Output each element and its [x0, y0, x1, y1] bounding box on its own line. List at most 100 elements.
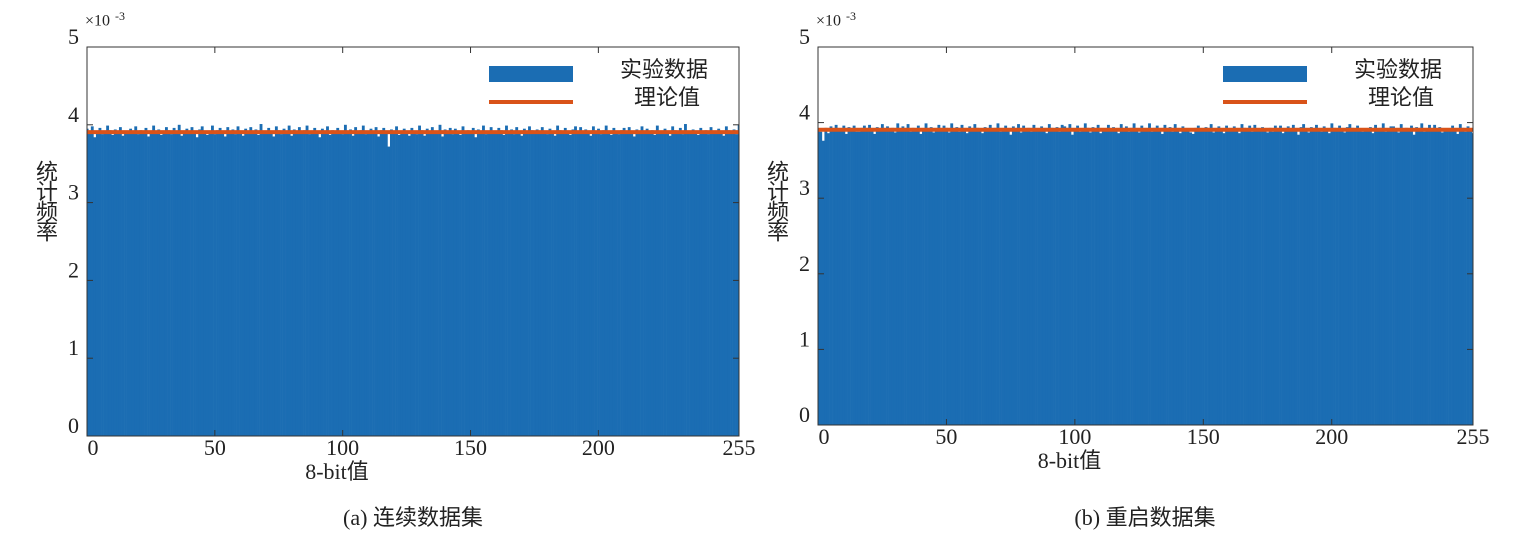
x-tick-label: 255: [1457, 424, 1490, 449]
bar: [136, 134, 140, 436]
bar: [1047, 124, 1051, 425]
bar: [482, 125, 485, 436]
bar: [1330, 123, 1334, 425]
bar: [428, 132, 432, 436]
bar: [131, 131, 135, 436]
bar: [1204, 127, 1208, 425]
bar: [336, 127, 340, 436]
bar: [1258, 130, 1262, 425]
bar: [963, 128, 966, 425]
bar: [1302, 124, 1306, 425]
bar: [581, 133, 585, 436]
bar: [497, 127, 501, 436]
bar: [983, 127, 987, 425]
bar: [507, 131, 511, 436]
bar: [361, 125, 365, 436]
bar: [821, 140, 825, 425]
bar: [1268, 127, 1272, 425]
x-tick-label: 200: [1315, 424, 1348, 449]
bar: [875, 127, 879, 425]
bar: [453, 128, 457, 436]
bar: [591, 126, 595, 436]
bar: [520, 135, 524, 436]
x-tick-label: 255: [723, 435, 756, 460]
bar: [722, 135, 726, 436]
bar: [1471, 133, 1473, 425]
bar: [1150, 131, 1154, 425]
bar: [474, 137, 478, 436]
bar: [1402, 130, 1406, 425]
bar: [543, 131, 547, 436]
bar: [1230, 130, 1234, 425]
bar: [1207, 129, 1211, 425]
bar: [597, 128, 600, 436]
bar: [1407, 130, 1411, 425]
bar: [1137, 132, 1141, 425]
bar: [1338, 125, 1342, 425]
bar: [418, 125, 421, 436]
bar: [405, 132, 409, 436]
bar: [254, 129, 258, 436]
bar: [880, 124, 884, 425]
bar: [1348, 124, 1352, 425]
bar: [898, 130, 902, 425]
bar: [1014, 129, 1018, 425]
bar: [1001, 128, 1005, 425]
bar: [218, 127, 222, 436]
bar: [937, 124, 941, 425]
bar: [1425, 128, 1429, 425]
bar: [305, 125, 309, 436]
bar: [968, 126, 972, 425]
bar: [1081, 129, 1085, 425]
y-tick-label: 5: [799, 24, 810, 49]
legend-label: 实验数据: [620, 57, 708, 82]
bar: [446, 131, 450, 436]
bar: [893, 132, 897, 425]
bar: [1184, 129, 1187, 425]
bar: [1322, 126, 1326, 425]
bar: [216, 130, 219, 436]
bar: [844, 133, 848, 425]
bar: [1119, 124, 1123, 425]
bar: [1171, 131, 1175, 425]
bar: [970, 130, 974, 425]
bar: [1397, 132, 1401, 425]
bar: [1448, 130, 1452, 425]
bar: [1083, 123, 1087, 425]
bar: [106, 125, 110, 436]
bar: [645, 128, 649, 436]
bar: [1053, 130, 1056, 425]
bar: [689, 133, 692, 436]
bar: [154, 133, 158, 436]
bar: [259, 124, 263, 436]
bar: [187, 133, 191, 436]
bar: [886, 126, 889, 425]
bar: [1132, 123, 1136, 425]
bar: [548, 128, 552, 436]
bar: [1155, 125, 1159, 425]
bar: [579, 127, 583, 436]
bar: [374, 127, 378, 436]
bar: [724, 126, 728, 436]
legend-swatch: [489, 66, 573, 82]
bar: [198, 129, 202, 436]
bar: [556, 125, 560, 436]
bar: [1037, 130, 1041, 425]
bar: [221, 131, 225, 436]
bar: [551, 131, 554, 436]
x-axis-label: 8-bit值: [1038, 448, 1102, 473]
bar: [1376, 130, 1380, 425]
y-tick-label: 3: [68, 180, 79, 205]
bar: [545, 134, 549, 436]
bar: [144, 127, 148, 436]
bar: [1068, 124, 1072, 425]
bar: [640, 126, 644, 436]
bar: [1086, 127, 1090, 425]
legend-label: 理论值: [1368, 85, 1434, 110]
bar: [231, 129, 235, 436]
bar: [558, 130, 562, 436]
bar: [1076, 125, 1080, 425]
bar: [1094, 130, 1097, 425]
bar: [223, 136, 227, 436]
